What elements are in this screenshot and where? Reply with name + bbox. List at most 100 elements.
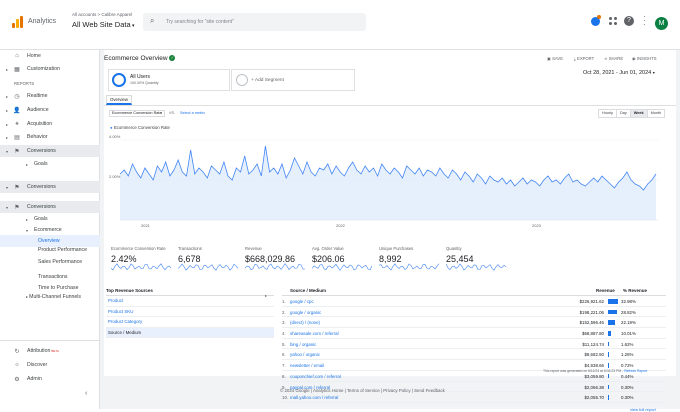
sidebar-item-home[interactable]: ⌂ Home xyxy=(0,50,100,62)
right-table-header: Source / Medium Revenue % Revenue xyxy=(282,288,666,296)
metric-card[interactable]: Quantity 25,454 xyxy=(443,244,508,272)
sidebar-item-conversions-3[interactable]: ▾ ⚑ Conversions xyxy=(0,201,100,213)
sidebar-item-discover[interactable]: ☼ Discover xyxy=(0,359,100,371)
row-share-bar xyxy=(608,299,618,304)
sidebar-item-product-performance[interactable]: Product Performance xyxy=(38,247,88,253)
analytics-logo-icon[interactable] xyxy=(12,16,24,28)
export-button[interactable]: ⤓ EXPORT xyxy=(574,56,595,61)
sidebar-item-ecommerce[interactable]: ▾ Ecommerce xyxy=(26,227,62,233)
refresh-report-link[interactable]: Refresh Report xyxy=(624,369,648,373)
row-source-link[interactable]: shareasale.com / referral xyxy=(290,331,339,337)
sidebar-item-goals[interactable]: ▸ Goals xyxy=(26,161,48,167)
month-button[interactable]: Month xyxy=(650,111,662,115)
row-revenue: $2,055.70 xyxy=(584,395,604,401)
row-source-link[interactable]: bing / organic xyxy=(290,341,317,347)
apps-grid-icon[interactable] xyxy=(609,17,617,25)
insights-button[interactable]: ◉ INSIGHTS xyxy=(632,56,657,61)
search-bar[interactable]: ⌕ Try searching for "site content" xyxy=(143,13,366,31)
view-full-report-link[interactable]: view full report xyxy=(630,407,656,412)
col-pct-header[interactable]: % Revenue xyxy=(623,288,648,293)
sidebar-item-admin[interactable]: ⚙ Admin xyxy=(0,373,100,385)
sidebar-item-audience[interactable]: ▸ 👤 Audience xyxy=(6,107,49,114)
sidebar-item-goals-2[interactable]: ▸ Goals xyxy=(26,216,48,222)
table-row: 4. shareasale.com / referral $68,887.80 10.… xyxy=(282,328,666,339)
row-source-link[interactable]: couponchief.com / referral xyxy=(290,373,341,379)
left-table-item[interactable]: Product Category xyxy=(106,317,274,328)
row-share-bar xyxy=(608,384,609,389)
metric-value: 8,992 xyxy=(379,254,402,264)
sidebar-item-customization[interactable]: ▸ ▦ Customization xyxy=(6,66,60,73)
metric-label: Avg. Order Value xyxy=(312,246,344,251)
left-table-item[interactable]: Product xyxy=(106,296,274,307)
metric-select[interactable]: Ecommerce Conversion Rate ▾ xyxy=(109,110,165,117)
clock-icon: ◷ xyxy=(14,93,20,100)
home-icon: ⌂ xyxy=(15,53,19,59)
caret-down-icon: ▾ xyxy=(6,148,9,154)
property-name: All Web Site Data xyxy=(72,20,131,29)
app-name: Analytics xyxy=(28,18,57,25)
metric-label: Unique Purchases xyxy=(379,246,414,251)
chevron-down-icon: ▾ xyxy=(652,70,655,75)
select-metric-link[interactable]: Select a metric xyxy=(180,111,206,115)
sidebar-item-conversions[interactable]: ▾ ⚑ Conversions xyxy=(0,145,100,157)
hourly-button[interactable]: Hourly xyxy=(599,110,617,117)
add-segment-button[interactable]: + Add Segment xyxy=(231,69,355,91)
row-source-link[interactable]: paypal.com / referral xyxy=(290,384,331,390)
week-button[interactable]: Week xyxy=(630,110,648,117)
sidebar-item-sales-performance[interactable]: Sales Performance xyxy=(38,259,83,265)
search-icon: ⌕ xyxy=(150,16,155,25)
save-button[interactable]: ▣ SAVE xyxy=(547,56,564,61)
sidebar-item-behavior[interactable]: ▸ ▤ Behavior xyxy=(6,134,48,141)
row-source-link[interactable]: (direct) / (none) xyxy=(290,320,321,326)
main-content: Ecommerce Overview ✓ ▣ SAVE ⤓ EXPORT ⋖ S… xyxy=(100,50,680,412)
row-source-link[interactable]: yahoo / organic xyxy=(290,352,321,358)
legend-series-name: Ecommerce Conversion Rate xyxy=(113,125,170,130)
share-icon: ⋖ xyxy=(604,56,608,61)
left-table: Top Revenue Sources Product Product SKU Pr… xyxy=(106,288,274,338)
row-share-bar xyxy=(608,352,609,357)
row-number: 3. xyxy=(282,320,286,326)
row-source-link[interactable]: google / organic xyxy=(290,309,322,315)
left-table-item[interactable]: Product SKU xyxy=(106,307,274,317)
row-source-link[interactable]: mall.yahoo.com / referral xyxy=(290,395,339,401)
sidebar-item-attribution[interactable]: ↻ Attribution BETA xyxy=(0,345,100,357)
col-source-header[interactable]: Source / Medium xyxy=(290,288,327,293)
right-table-rows: 1. google / cpc $226,921.62 32.98% 2. google … xyxy=(282,296,666,403)
metric-card[interactable]: Ecommerce Conversion Rate 2.42% xyxy=(108,244,173,272)
metric-card[interactable]: Unique Purchases 8,992 xyxy=(376,244,441,272)
sidebar-item-time-to-purchase[interactable]: Time to Purchase xyxy=(38,285,79,291)
save-icon: ▣ xyxy=(547,56,551,61)
series-area xyxy=(120,146,656,220)
sidebar-item-conversions-2[interactable]: ▾ ⚑ Conversions xyxy=(0,181,100,193)
sidebar-item-overview[interactable]: Overview xyxy=(0,235,100,247)
sidebar-item-acquisition[interactable]: ▸ ⚹ Acquisition xyxy=(6,120,53,128)
metric-card[interactable]: Revenue $668,029.86 xyxy=(242,244,307,272)
date-range-picker[interactable]: Oct 28, 2021 - Jun 01, 2024 ▾ xyxy=(583,70,655,76)
add-segment-circle-icon xyxy=(236,74,248,86)
sidebar-item-transactions[interactable]: Transactions xyxy=(38,274,68,280)
search-input[interactable]: Try searching for "site content" xyxy=(166,19,234,25)
tab-overview[interactable]: Overview xyxy=(106,95,132,105)
sidebar-item-realtime[interactable]: ▸ ◷ Realtime xyxy=(6,93,48,100)
export-icon: ⤓ xyxy=(574,56,576,61)
sidebar-item-multi-channel[interactable]: ▸ Multi-Channel Funnels xyxy=(26,294,82,300)
col-revenue-header[interactable]: Revenue xyxy=(596,288,615,293)
row-share-bar xyxy=(608,320,615,325)
row-source-link[interactable]: google / cpc xyxy=(290,299,314,304)
row-number: 2. xyxy=(282,309,286,315)
row-revenue: $2,066.38 xyxy=(584,384,604,390)
row-source-link[interactable]: newsletter / email xyxy=(290,363,325,369)
metric-card[interactable]: Avg. Order Value $206.06 xyxy=(309,244,374,272)
more-vert-icon[interactable]: · · · xyxy=(643,12,646,29)
segment-card[interactable]: All Users 100.00% Quantity xyxy=(108,69,230,91)
collapse-sidebar-icon[interactable]: ‹ xyxy=(85,390,88,397)
avatar[interactable]: M xyxy=(655,17,668,30)
notifications-icon[interactable] xyxy=(591,15,601,26)
share-button[interactable]: ⋖ SHARE xyxy=(604,56,624,61)
property-selector[interactable]: All Web Site Data ▾ xyxy=(72,20,135,29)
metric-card[interactable]: Transactions 6,678 xyxy=(175,244,240,272)
day-button[interactable]: Day xyxy=(617,110,631,117)
left-table-item[interactable]: Source / Medium xyxy=(106,327,274,338)
help-icon[interactable]: ? xyxy=(624,16,634,26)
breadcrumb[interactable]: All accounts > Calibre Apparel xyxy=(72,12,133,17)
